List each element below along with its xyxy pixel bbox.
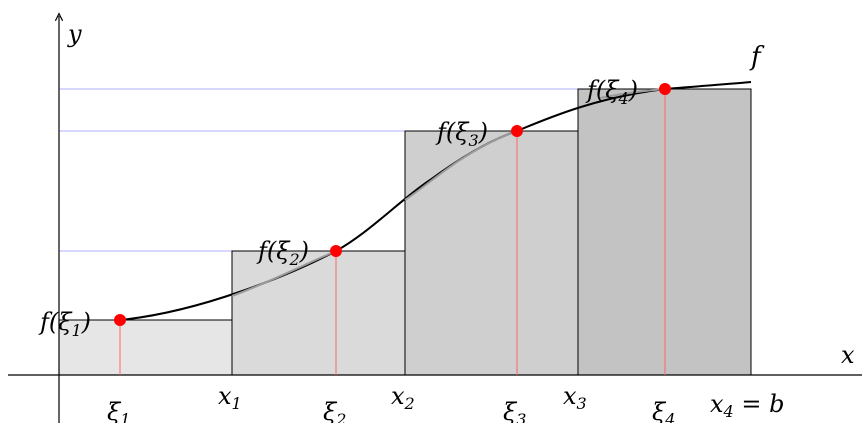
x-axis-label: x [841, 341, 855, 369]
function-curve-shadow-4 [599, 88, 666, 99]
rectangle-1 [58, 319, 233, 376]
function-curve-shadow-2 [231, 250, 337, 297]
fx-label-2: f(ξ2) [256, 237, 309, 269]
xi-label-1: ξ1 [107, 398, 130, 423]
rectangle-3 [404, 130, 579, 376]
y-axis-label: y [67, 20, 82, 48]
sample-stems [119, 89, 666, 375]
x-tick-3: x3 [563, 382, 587, 413]
xi-label-4: ξ4 [652, 398, 675, 423]
sample-point-3 [511, 125, 523, 137]
fx-label-3: f(ξ3) [435, 118, 488, 150]
sample-point-2 [330, 245, 342, 257]
sample-point-4 [659, 83, 671, 95]
xi-label-3: ξ3 [503, 398, 526, 423]
sample-points [114, 83, 671, 326]
xi-label-2: ξ2 [323, 398, 346, 423]
sample-point-1 [114, 314, 126, 326]
x-tick-1: x1 [218, 382, 242, 413]
curve-label: f [749, 42, 765, 72]
x-tick-2: x2 [391, 382, 415, 413]
fx-label-4: f(ξ4) [585, 76, 638, 108]
riemann-rectangles [58, 88, 752, 376]
rectangle-2 [231, 250, 406, 376]
x-tick-4: x4 = b [710, 390, 784, 421]
function-curve-shadow-3 [404, 130, 518, 201]
fx-label-1: f(ξ1) [38, 308, 91, 340]
